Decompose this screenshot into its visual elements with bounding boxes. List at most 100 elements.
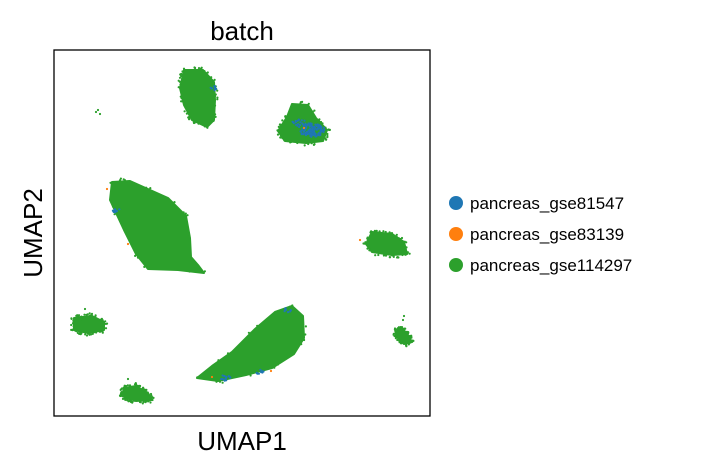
point [299,130,302,133]
point [326,132,329,136]
x-axis-label: UMAP1 [197,426,287,456]
point [396,327,399,330]
point [366,247,369,250]
point [98,112,102,116]
point [404,253,407,256]
point [407,331,410,334]
point [84,333,87,336]
point [303,338,306,342]
point [255,371,258,374]
point [213,85,216,88]
point [319,131,322,134]
point [188,118,191,121]
point [72,327,75,331]
point [216,98,219,101]
point [70,323,73,327]
point [101,330,104,333]
point [279,136,282,139]
point [301,122,304,125]
point [313,132,316,135]
point [313,125,316,129]
point [145,388,148,391]
point [101,319,104,322]
point [396,256,399,259]
point [197,67,201,70]
point [75,314,78,317]
point [135,383,138,386]
point [200,66,203,69]
point [296,141,299,145]
point [192,121,196,125]
point [229,376,232,379]
point [128,398,131,401]
point [314,135,317,138]
point [404,327,407,330]
point [405,246,408,249]
point [188,116,191,119]
legend-marker [449,227,463,241]
point [394,330,397,333]
point [139,384,142,388]
point [314,123,317,126]
point [149,187,152,190]
point [103,322,106,325]
point [136,384,139,387]
point [113,213,116,216]
point [393,328,396,331]
point [180,97,183,100]
point [256,324,259,327]
point [249,374,252,377]
point [194,66,197,70]
point [142,389,146,392]
point [321,122,324,125]
point [109,181,112,184]
point [213,78,216,81]
cluster-bottom-big [196,305,305,382]
point [283,310,286,313]
point [289,309,292,312]
point [179,83,182,86]
point [279,124,282,127]
point [70,317,73,320]
point [397,326,400,329]
point [85,334,89,337]
point [299,121,302,124]
point [260,371,263,374]
point [284,116,287,119]
point [298,123,302,127]
point [123,179,127,182]
point [146,391,149,394]
point [281,137,284,140]
point [403,240,406,243]
legend-label: pancreas_gse83139 [470,225,624,244]
point [302,126,306,130]
point [317,124,321,127]
point [118,208,121,211]
point [142,387,145,390]
point [121,397,125,400]
point [203,125,206,128]
point [104,327,108,330]
point [384,230,387,234]
point [217,359,220,362]
cluster-left-big-body [109,180,205,274]
point [151,398,154,402]
point [281,119,284,122]
point [118,394,122,397]
point [408,335,411,338]
point [94,314,97,317]
point [90,314,93,317]
point [77,314,81,317]
point [206,126,209,129]
point [203,70,206,73]
point [401,253,404,257]
cluster-left-big [109,180,205,274]
point [311,110,314,113]
point [83,307,87,311]
point [388,256,392,259]
point [194,68,197,71]
point [220,378,223,381]
point [115,210,118,213]
point [225,379,228,382]
point [322,130,325,134]
